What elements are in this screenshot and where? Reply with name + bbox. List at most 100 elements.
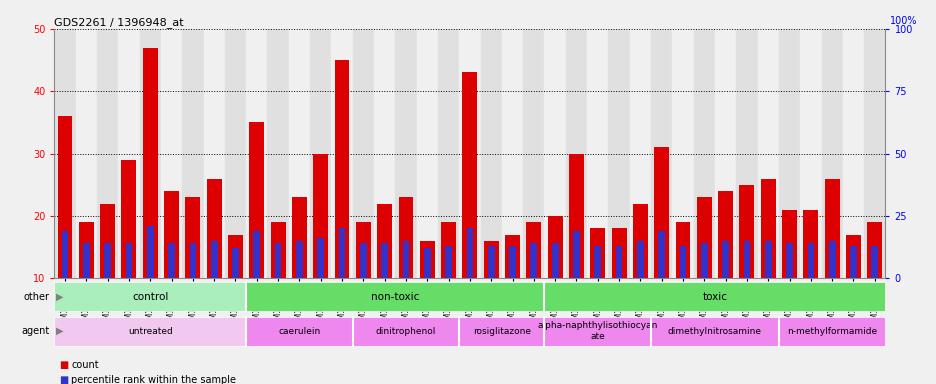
Bar bbox=[651, 29, 672, 278]
Bar bbox=[352, 29, 373, 278]
Bar bbox=[505, 235, 519, 341]
Bar bbox=[76, 29, 96, 278]
Bar bbox=[313, 154, 328, 341]
Bar bbox=[807, 243, 813, 341]
Bar bbox=[359, 243, 366, 341]
Bar bbox=[147, 226, 154, 341]
Bar bbox=[395, 29, 417, 278]
Bar bbox=[189, 243, 196, 341]
Text: caerulein: caerulein bbox=[278, 327, 320, 336]
Text: ■: ■ bbox=[59, 375, 68, 384]
Bar bbox=[736, 29, 757, 278]
Bar bbox=[696, 197, 711, 341]
Bar bbox=[717, 191, 732, 341]
Bar bbox=[593, 246, 601, 341]
Bar bbox=[782, 210, 797, 341]
Bar bbox=[164, 191, 179, 341]
Bar bbox=[867, 222, 882, 341]
Bar bbox=[246, 282, 544, 311]
Text: ▶: ▶ bbox=[56, 326, 64, 336]
Bar bbox=[658, 231, 665, 341]
Bar bbox=[842, 29, 863, 278]
Bar bbox=[334, 60, 349, 341]
Bar bbox=[79, 222, 94, 341]
Bar bbox=[377, 204, 391, 341]
Text: other: other bbox=[23, 291, 50, 302]
Bar bbox=[480, 29, 502, 278]
Bar bbox=[651, 316, 778, 346]
Text: untreated: untreated bbox=[127, 327, 172, 336]
Bar bbox=[122, 160, 137, 341]
Bar bbox=[125, 243, 132, 341]
Bar bbox=[352, 316, 459, 346]
Bar bbox=[587, 29, 607, 278]
Bar bbox=[743, 241, 750, 341]
Bar bbox=[96, 29, 118, 278]
Text: dimethylnitrosamine: dimethylnitrosamine bbox=[667, 327, 761, 336]
Bar bbox=[845, 235, 860, 341]
Bar bbox=[211, 241, 217, 341]
Bar bbox=[83, 243, 90, 341]
Bar bbox=[508, 246, 516, 341]
Bar bbox=[441, 222, 456, 341]
Bar bbox=[672, 29, 693, 278]
Bar bbox=[544, 282, 885, 311]
Bar bbox=[62, 231, 68, 341]
Bar bbox=[417, 29, 437, 278]
Bar bbox=[483, 241, 498, 341]
Bar bbox=[419, 241, 434, 341]
Bar bbox=[502, 29, 522, 278]
Bar bbox=[522, 29, 544, 278]
Text: toxic: toxic bbox=[702, 291, 726, 302]
Bar bbox=[182, 29, 203, 278]
Bar bbox=[739, 185, 753, 341]
Bar bbox=[232, 248, 239, 341]
Bar bbox=[423, 248, 431, 341]
Text: control: control bbox=[132, 291, 168, 302]
Bar bbox=[118, 29, 139, 278]
Bar bbox=[331, 29, 352, 278]
Text: agent: agent bbox=[22, 326, 50, 336]
Bar bbox=[317, 238, 324, 341]
Bar bbox=[611, 228, 626, 341]
Bar bbox=[573, 231, 579, 341]
Text: alpha-naphthylisothiocyan
ate: alpha-naphthylisothiocyan ate bbox=[537, 321, 657, 341]
Bar bbox=[437, 29, 459, 278]
Bar bbox=[870, 246, 877, 341]
Bar bbox=[722, 241, 728, 341]
Bar bbox=[381, 243, 388, 341]
Bar bbox=[356, 222, 371, 341]
Text: 100%: 100% bbox=[888, 16, 916, 26]
Bar bbox=[778, 316, 885, 346]
Text: dinitrophenol: dinitrophenol bbox=[375, 327, 435, 336]
Text: ▶: ▶ bbox=[56, 291, 64, 302]
Bar bbox=[757, 29, 778, 278]
Bar bbox=[679, 246, 686, 341]
Bar bbox=[551, 243, 558, 341]
Bar bbox=[629, 29, 651, 278]
Bar bbox=[700, 243, 707, 341]
Bar bbox=[863, 29, 885, 278]
Bar bbox=[590, 228, 605, 341]
Bar bbox=[246, 29, 267, 278]
Bar bbox=[544, 29, 565, 278]
Bar bbox=[225, 29, 246, 278]
Bar bbox=[636, 241, 643, 341]
Bar bbox=[338, 228, 345, 341]
Bar bbox=[100, 204, 115, 341]
Bar bbox=[185, 197, 200, 341]
Bar bbox=[267, 29, 288, 278]
Bar bbox=[296, 241, 302, 341]
Bar bbox=[778, 29, 799, 278]
Bar bbox=[568, 154, 583, 341]
Bar bbox=[459, 29, 480, 278]
Bar bbox=[764, 241, 770, 341]
Bar bbox=[828, 241, 835, 341]
Bar bbox=[203, 29, 225, 278]
Bar bbox=[459, 316, 544, 346]
Text: GDS2261 / 1396948_at: GDS2261 / 1396948_at bbox=[54, 17, 183, 28]
Bar bbox=[544, 316, 651, 346]
Bar bbox=[632, 204, 647, 341]
Bar bbox=[466, 228, 473, 341]
Bar bbox=[824, 179, 839, 341]
